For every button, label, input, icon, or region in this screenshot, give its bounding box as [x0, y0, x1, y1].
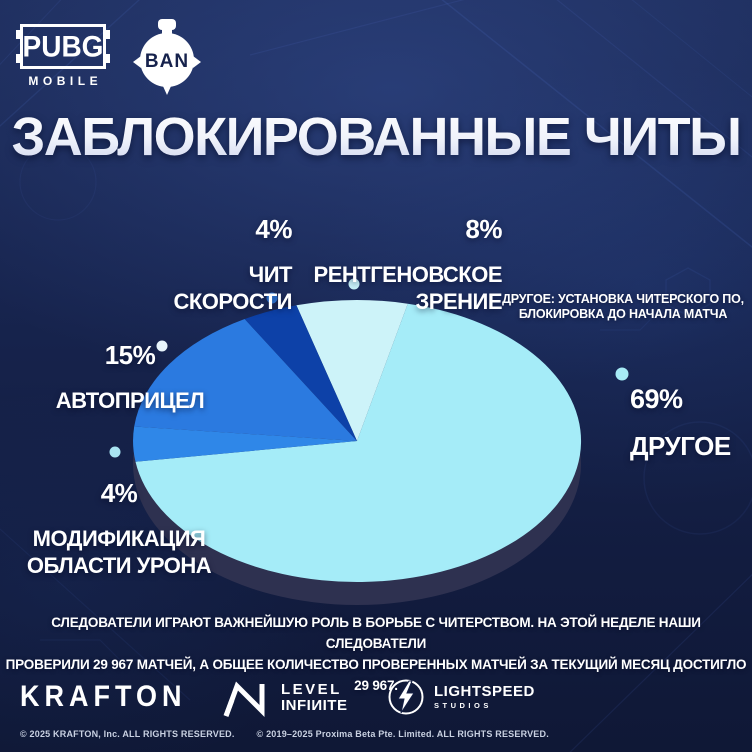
copyright-proxima: © 2019–2025 Proxima Beta Pte. Limited. A… [256, 729, 549, 739]
pubg-logo-mobile: MOBILE [28, 74, 103, 88]
level-infinite-line1: LEVEL [281, 681, 342, 698]
pie-slice-other [135, 303, 582, 583]
callout-xray-pct: 8% [465, 214, 502, 244]
lightspeed-text: LIGHTSPEED STUDIOS [434, 682, 535, 711]
level-infinite-icon [223, 681, 265, 718]
callout-damage-label: МОДИФИКАЦИЯ ОБЛАСТИ УРОНА [26, 526, 212, 578]
pubg-mobile-logo: PUBG MOBILE [16, 24, 116, 88]
leader-dot-xray [348, 278, 360, 290]
pubg-frame-tab [16, 54, 21, 63]
lightspeed-line2: STUDIOS [434, 700, 492, 710]
pie-slice-aimbot [134, 319, 357, 441]
callout-aimbot: 15% АВТОПРИЦЕЛ [30, 323, 230, 432]
level-infinite-text: LEVEL INFIИITE [281, 682, 347, 714]
svg-text:BAN: BAN [145, 51, 189, 72]
page-title: ЗАБЛОКИРОВАННЫЕ ЧИТЫ [0, 106, 752, 168]
pubg-frame-tab [105, 54, 110, 63]
callout-xray-label: РЕНТГЕНОВСКОЕ ЗРЕНИЕ [313, 262, 503, 314]
callout-other: 69% ДРУГОЕ [630, 367, 731, 479]
level-infinite-line2: INFIИITE [281, 697, 348, 714]
callout-other-pct: 69% [630, 384, 683, 414]
krafton-logo: KRAFTON [20, 680, 187, 713]
callout-speed-label: ЧИТ СКОРОСТИ [173, 262, 292, 314]
pie-slice-xray [296, 300, 408, 441]
summary-text: СЛЕДОВАТЕЛИ ИГРАЮТ ВАЖНЕЙШУЮ РОЛЬ В БОРЬ… [5, 615, 747, 693]
level-infinite-logo: LEVEL INFIИITE [220, 676, 347, 720]
pubg-frame-tab [16, 30, 21, 39]
pubg-logo-frame: PUBG [16, 24, 110, 69]
leader-dot-damage [109, 446, 121, 458]
copyright: © 2025 KRAFTON, Inc. ALL RIGHTS RESERVED… [20, 729, 571, 739]
callout-damage-pct: 4% [100, 478, 138, 508]
leader-dot-other [615, 367, 629, 381]
callout-speed-pct: 4% [255, 214, 292, 244]
callout-other-label: ДРУГОЕ [630, 431, 731, 461]
callout-xray-vision: 8% РЕНТГЕНОВСКОЕ ЗРЕНИЕ [313, 197, 503, 333]
other-category-note: ДРУГОЕ: УСТАНОВКА ЧИТЕРСКОГО ПО, БЛОКИРО… [502, 292, 744, 321]
callout-speed-cheat: 4% ЧИТ СКОРОСТИ [173, 197, 292, 333]
leader-dot-aimbot [156, 340, 168, 352]
pubg-frame-tab [105, 30, 110, 39]
ban-grenade-icon: BAN [133, 19, 201, 95]
callout-aimbot-pct: 15% [104, 340, 156, 370]
lightspeed-icon [388, 679, 424, 715]
lightspeed-line1: LIGHTSPEED [434, 682, 535, 700]
pie-slice-speed [244, 305, 357, 441]
leader-dot-speed [266, 292, 278, 304]
copyright-krafton: © 2025 KRAFTON, Inc. ALL RIGHTS RESERVED… [20, 729, 235, 739]
pie-slice-damage-area [133, 426, 357, 462]
callout-damage-area-mod: 4% МОДИФИКАЦИЯ ОБЛАСТИ УРОНА [18, 461, 220, 597]
callout-aimbot-label: АВТОПРИЦЕЛ [55, 388, 205, 413]
pubg-logo-word: PUBG [22, 29, 104, 63]
lightspeed-studios-logo: LIGHTSPEED STUDIOS [386, 677, 535, 717]
